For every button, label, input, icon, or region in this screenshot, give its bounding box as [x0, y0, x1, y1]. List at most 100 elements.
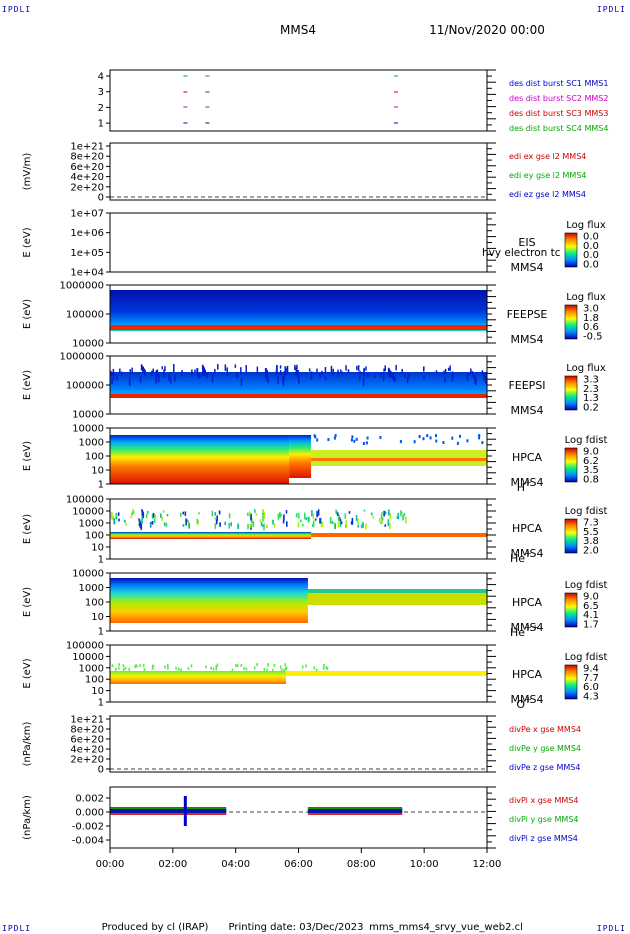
feepsi-sparse-pixel: [282, 377, 285, 386]
hpca-he-pixel: [237, 524, 240, 530]
hpca-o-pixel: [315, 668, 318, 672]
hpca-h-pixel: [456, 441, 459, 445]
feepsi-sparse-pixel: [295, 367, 297, 374]
feepsi-sparse-pixel: [158, 374, 160, 383]
feepsi-sparse-pixel: [297, 370, 299, 377]
hpca-he-pixel: [152, 512, 155, 518]
legend-entry: divPi x gse MMS4: [509, 796, 578, 805]
hpca-o-pixel: [111, 664, 114, 668]
feepsi-sparse-pixel: [283, 371, 285, 380]
colorbar-tick-label: 6.0: [583, 682, 599, 693]
colorbar: [564, 592, 578, 628]
hpca-he-pixel: [161, 516, 163, 521]
colorbar-tick-label: 0.0: [583, 232, 599, 243]
instrument-label: HPCA: [512, 522, 543, 535]
species-charge-label: +: [525, 549, 532, 558]
hpca-o-pixel: [301, 665, 304, 669]
feepsi-sparse-pixel: [120, 371, 123, 377]
hpca-he-pixel: [262, 524, 264, 527]
legend-entry: des dist burst SC4 MMS4: [509, 124, 608, 133]
colorbar-tick-label: 9.0: [583, 592, 599, 603]
colorbar-tick-label: 2.3: [583, 384, 599, 395]
hpca-he-pixel: [365, 523, 367, 530]
feepsi-sparse-pixel: [128, 377, 131, 386]
hpca-o-pixel: [236, 664, 239, 668]
colorbar-title: Log flux: [566, 220, 606, 231]
hpca-he-pixel: [307, 520, 309, 524]
hpca-he-pixel: [113, 518, 115, 525]
y-tick-label: 2e+20: [70, 182, 104, 193]
hpca-he-pixel: [334, 523, 336, 530]
hpca-o-pixel: [245, 667, 248, 671]
feepsi-sparse-pixel: [423, 366, 425, 372]
hpca-he-pixel: [383, 510, 385, 517]
corner-label-top-left: IPDLI: [2, 5, 32, 14]
hpca-he-pixel: [215, 519, 218, 525]
species-label: He: [510, 626, 525, 639]
corner-label-bottom-left: IPDLI: [2, 924, 32, 933]
feepsi-sparse-pixel: [277, 376, 279, 384]
hpca-o-pixel: [167, 666, 169, 670]
feepsi-sparse-pixel: [395, 364, 397, 371]
feepsi-sparse-pixel: [199, 374, 201, 379]
hpca-he-pixel: [388, 509, 390, 516]
feepsi-sparse-pixel: [319, 373, 321, 379]
hpca-o-pixel: [240, 663, 243, 667]
x-tick-label: 06:00: [284, 859, 313, 870]
hpca-he-pixel: [302, 524, 304, 527]
hpca-he-pixel: [312, 523, 314, 527]
hpca-he-pixel: [335, 510, 338, 515]
feepsi-sparse-pixel: [340, 369, 342, 373]
hpca-he-pixel: [165, 522, 168, 528]
feepsi-sparse-pixel: [466, 375, 469, 381]
species-charge-label: +: [525, 695, 532, 704]
instrument-label: EIS: [518, 236, 535, 249]
feepsi-sparse-pixel: [142, 366, 144, 371]
hpca-hepp-spectrum: [110, 578, 308, 623]
feepsi-sparse-pixel: [374, 374, 376, 379]
colorbar-tick-label: 7.7: [583, 673, 599, 684]
hpca-o-pixel: [177, 667, 180, 671]
feepsi-sparse-pixel: [391, 373, 394, 380]
colorbar-tick-label: 9.0: [583, 447, 599, 458]
hpca-he-pixel: [381, 517, 383, 524]
colorbar-tick-label: 0.2: [583, 403, 599, 414]
hpca-he-pixel: [329, 516, 332, 524]
hpca-h-pixel: [435, 434, 437, 438]
feepsi-sparse-pixel: [112, 369, 115, 376]
feepsi-sparse-pixel: [404, 373, 406, 378]
hpca-he-pixel: [140, 523, 143, 531]
hpca-h-pixel: [422, 437, 425, 441]
legend-entry: divPe x gse MMS4: [509, 725, 581, 734]
legend-entry: des dist burst SC3 MMS3: [509, 109, 608, 118]
feepsi-sparse-pixel: [152, 368, 154, 373]
hpca-o-pixel: [151, 666, 154, 670]
feepsi-sparse-pixel: [174, 375, 176, 382]
y-tick-label: 100000: [66, 495, 104, 506]
hpca-he-pixel: [160, 513, 162, 518]
feepsi-sparse-pixel: [226, 367, 228, 374]
hpca-he-pixel: [216, 515, 218, 521]
colorbar-tick-label: -0.5: [583, 332, 603, 343]
feepsi-sparse-pixel: [173, 364, 175, 372]
feepsi-sparse-pixel: [380, 372, 382, 378]
hpca-he-pixel: [272, 519, 274, 525]
y-tick-label: 10000: [72, 652, 104, 663]
hpca-he-pixel: [262, 515, 264, 522]
hpca-he-pixel: [214, 523, 217, 529]
colorbar-tick-label: 0.0: [583, 241, 599, 252]
hpca-he-pixel: [117, 512, 120, 516]
footer-produced-by: Produced by cl (IRAP): [102, 922, 209, 933]
hpca-h-pixel: [350, 438, 353, 442]
feepsi-sparse-pixel: [394, 376, 396, 383]
footer-printing-date: Printing date: 03/Dec/2023: [228, 922, 363, 933]
y-tick-label: 10000: [72, 339, 104, 350]
hpca-he-pixel: [311, 510, 313, 517]
y-tick-label: 1000: [79, 583, 104, 594]
feepsi-sparse-pixel: [155, 370, 157, 379]
hpca-he-pixel: [384, 511, 387, 515]
legend-entry: edi ex gse l2 MMS4: [509, 152, 586, 161]
feepsi-sparse-pixel: [393, 375, 395, 381]
spacecraft-label: MMS4: [511, 404, 544, 417]
y-tick-label: 1: [98, 698, 104, 709]
